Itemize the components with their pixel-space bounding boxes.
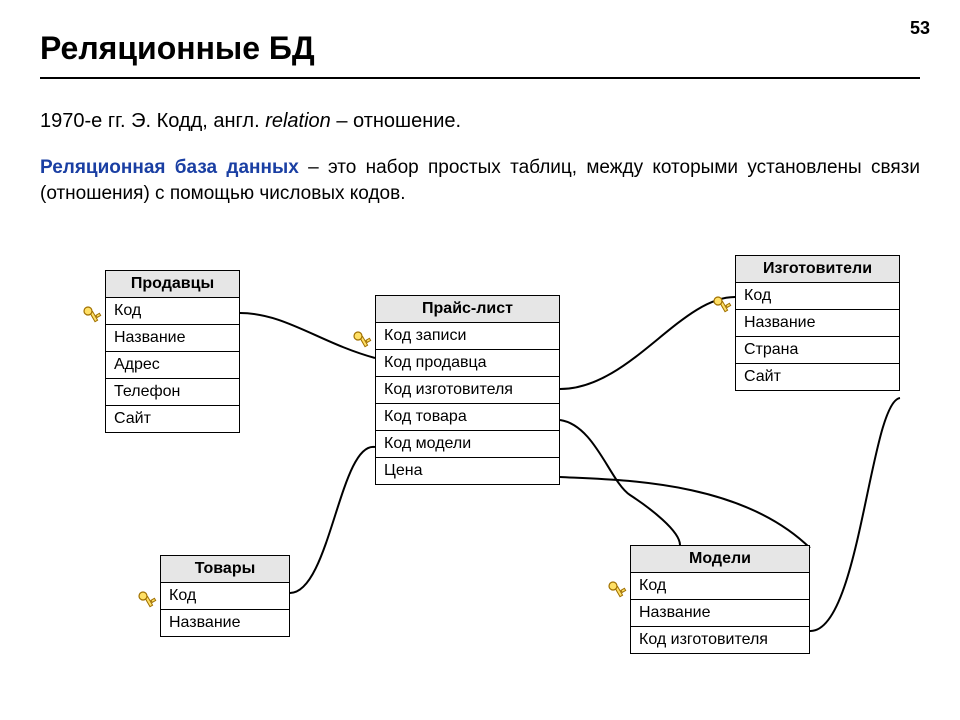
table-cell: Цена [376,458,560,485]
key-icon [352,330,372,350]
table-cell: Сайт [736,364,900,391]
table-row: Код изготовителя [376,377,560,404]
table-row: Название [631,600,810,627]
table-row: Адрес [106,352,240,379]
table-price: Прайс-листКод записиКод продавцаКод изго… [375,295,560,485]
table-cell: Код изготовителя [376,377,560,404]
table-goods: ТоварыКодНазвание [160,555,290,637]
table-row: Код [631,573,810,600]
connector-line [810,398,900,631]
connector-line [560,477,810,548]
table-row: Страна [736,337,900,364]
table-row: Код продавца [376,350,560,377]
definition-term: Реляционная база данных [40,157,299,178]
connector-line [560,420,680,545]
table-row: Название [736,310,900,337]
table-row: Название [106,325,240,352]
intro-line: 1970-е гг. Э. Кодд, англ. relation – отн… [40,110,920,133]
table-cell: Код товара [376,404,560,431]
table-cell: Код [106,298,240,325]
intro-tail: – отношение. [331,110,461,132]
table-cell: Страна [736,337,900,364]
table-row: Сайт [736,364,900,391]
key-icon [82,305,102,325]
diagram-area: ПродавцыКодНазваниеАдресТелефонСайтПрайс… [40,255,930,710]
table-cell: Код [161,583,290,610]
intro-rest: . Э. Кодд, англ. [120,110,265,132]
table-header: Продавцы [106,271,240,298]
connector-line [290,447,375,593]
table-cell: Название [736,310,900,337]
table-models: МоделиКодНазваниеКод изготовителя [630,545,810,654]
key-icon [137,590,157,610]
table-cell: Сайт [106,406,240,433]
table-cell: Код модели [376,431,560,458]
table-row: Код товара [376,404,560,431]
table-row: Код изготовителя [631,627,810,654]
table-row: Название [161,610,290,637]
table-cell: Название [161,610,290,637]
table-cell: Код [736,283,900,310]
table-header: Прайс-лист [376,296,560,323]
table-row: Цена [376,458,560,485]
table-row: Код [736,283,900,310]
table-cell: Код записи [376,323,560,350]
table-cell: Название [631,600,810,627]
table-cell: Код изготовителя [631,627,810,654]
table-makers: ИзготовителиКодНазваниеСтранаСайт [735,255,900,391]
table-header: Изготовители [736,256,900,283]
intro-prefix: 1970-е гг [40,110,120,132]
table-cell: Код продавца [376,350,560,377]
table-cell: Адрес [106,352,240,379]
table-row: Код записи [376,323,560,350]
connector-line [560,297,735,389]
definition: Реляционная база данных – это набор прос… [40,155,920,206]
key-icon [712,295,732,315]
table-header: Товары [161,556,290,583]
table-row: Код [161,583,290,610]
table-row: Сайт [106,406,240,433]
key-icon [607,580,627,600]
intro-italic: relation [265,110,331,132]
table-sellers: ПродавцыКодНазваниеАдресТелефонСайт [105,270,240,433]
table-header: Модели [631,546,810,573]
page-title: Реляционные БД [40,30,920,79]
table-cell: Телефон [106,379,240,406]
table-row: Код [106,298,240,325]
table-row: Код модели [376,431,560,458]
table-cell: Название [106,325,240,352]
table-cell: Код [631,573,810,600]
table-row: Телефон [106,379,240,406]
